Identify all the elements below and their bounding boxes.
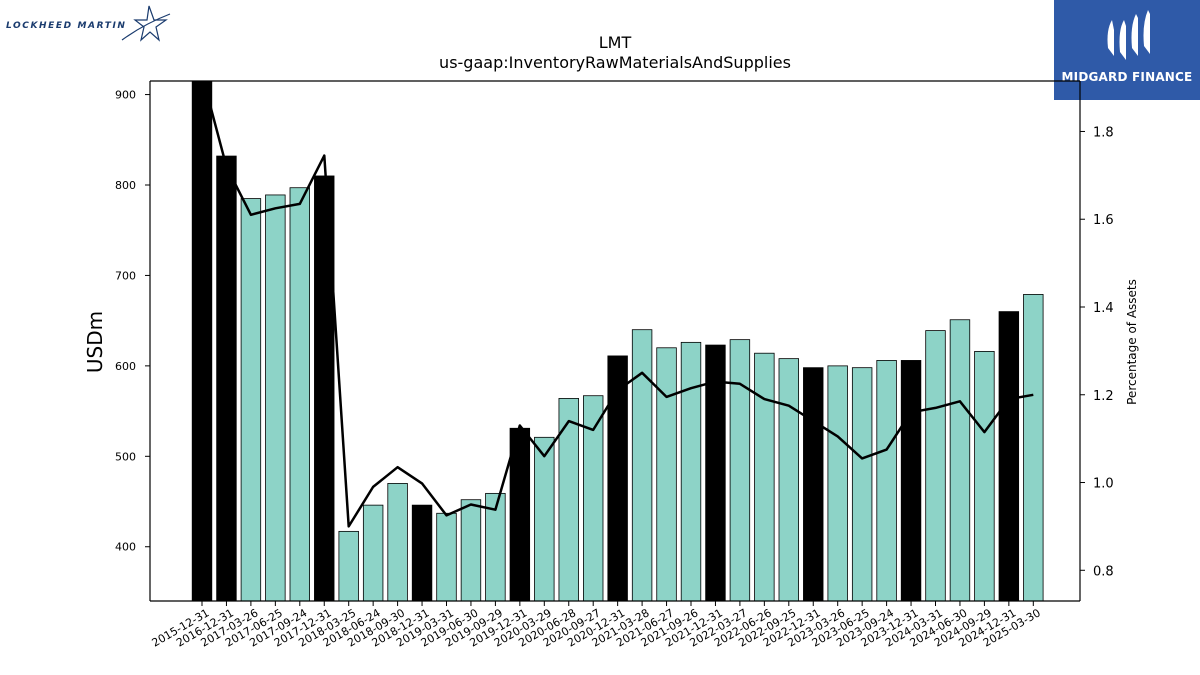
bar-2024-12-31: [998, 311, 1020, 601]
bar-2020-09-27: [583, 395, 604, 601]
bar-2023-12-31: [900, 360, 922, 601]
bar-2020-03-29: [534, 436, 555, 601]
bar-2021-06-27: [656, 347, 677, 601]
y-axis-left-label: USDm: [83, 311, 107, 373]
chart-subtitle: us-gaap:InventoryRawMaterialsAndSupplies: [439, 53, 791, 72]
bar-2023-09-24: [876, 360, 897, 601]
bar-2021-03-28: [631, 329, 653, 601]
bar-2017-09-24: [289, 187, 311, 601]
y-left-tick-label-900: 900: [115, 89, 136, 102]
y-right-tick-label-0.8: 0.8: [1093, 564, 1114, 579]
y-right-tick-label-1.2: 1.2: [1093, 389, 1114, 404]
y-axis-right-label: Percentage of Assets: [1125, 279, 1139, 405]
bar-2021-12-31: [705, 344, 726, 601]
bar-2018-09-30: [387, 483, 408, 601]
y-left-tick-label-400: 400: [115, 541, 136, 554]
bar-2023-06-25: [851, 367, 873, 601]
bar-2020-06-28: [558, 398, 579, 601]
y-right-tick-label-1.8: 1.8: [1093, 125, 1114, 140]
bar-2022-06-26: [754, 352, 775, 601]
bar-2022-12-31: [803, 367, 824, 601]
bar-2017-03-26: [240, 198, 262, 601]
lockheed-martin-logo: LOCKHEED MARTIN: [4, 4, 174, 44]
bar-2016-12-31: [216, 155, 237, 601]
bar-2018-03-25: [338, 530, 359, 601]
percentage-of-assets-line: [202, 81, 1034, 528]
star-swoosh-icon: [121, 5, 171, 42]
y-left-tick-label-500: 500: [115, 450, 136, 463]
bar-2017-12-31: [314, 175, 335, 601]
y-left-tick-label-700: 700: [115, 269, 136, 282]
bar-2019-12-31: [509, 427, 531, 601]
bar-2015-12-31: [191, 81, 213, 601]
lockheed-martin-logo-text: LOCKHEED MARTIN: [6, 21, 127, 31]
bar-2019-06-30: [460, 499, 482, 601]
bar-2020-12-31: [607, 355, 628, 601]
y-left-tick-label-600: 600: [115, 360, 136, 373]
bar-2024-06-30: [949, 319, 971, 601]
y-right-tick-label-1.4: 1.4: [1093, 301, 1114, 316]
bar-2021-09-26: [680, 341, 702, 601]
bars-layer: [191, 81, 1044, 601]
midgard-emblem-icon: [1107, 10, 1150, 60]
bar-2017-06-25: [265, 194, 286, 601]
bar-2018-12-31: [411, 504, 433, 601]
bar-2019-03-31: [436, 512, 457, 601]
line-layer: [202, 81, 1034, 528]
chart-title: LMT: [599, 33, 632, 52]
bar-2023-03-26: [827, 365, 848, 601]
y-right-tick-label-1.6: 1.6: [1093, 213, 1114, 228]
bar-2018-06-24: [362, 504, 384, 601]
bar-2022-03-27: [729, 339, 751, 601]
midgard-finance-logo: MIDGARD FINANCE: [1054, 0, 1200, 100]
y-left-tick-label-800: 800: [115, 179, 136, 192]
bar-2024-09-29: [974, 350, 995, 601]
midgard-finance-logo-text: MIDGARD FINANCE: [1061, 70, 1193, 84]
bar-2024-03-31: [925, 330, 946, 601]
bar-2025-03-30: [1023, 294, 1044, 601]
y-right-tick-label-1: 1.0: [1093, 477, 1114, 492]
bar-2022-09-25: [778, 358, 800, 601]
